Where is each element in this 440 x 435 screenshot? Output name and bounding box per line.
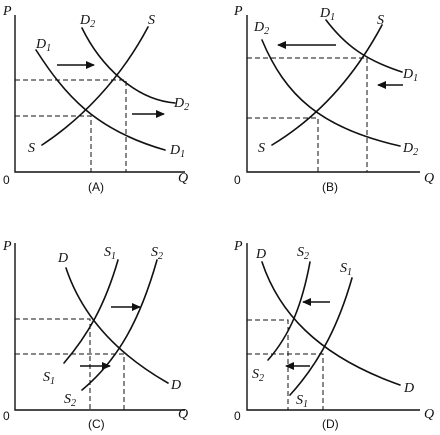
panel-d: P Q 0 (D) D S2 S1 S2 S1 D [233,239,434,431]
panel-a-demand-d2 [81,27,176,104]
panel-b-label-d1-end: D1 [402,67,418,84]
panel-a-label-d2: D2 [79,13,95,30]
panel-c-origin-label: 0 [3,409,10,423]
panel-c-label-d: D [57,251,68,266]
panel-b-guide-price-low [247,117,319,172]
panel-b-label-d2-end: D2 [402,141,418,158]
panel-c-guide-price-low [15,353,125,410]
panel-d-label-s1-bottom: S1 [296,393,308,410]
panel-d-guide-price-low [247,353,324,410]
panel-d-supply-s2 [267,261,311,361]
panel-b-demand-d2 [261,39,401,147]
panel-c-label-d-end: D [170,378,181,393]
panel-a: P Q 0 (A) D1 D2 S S D2 D1 [2,4,189,194]
panel-d-caption: (D) [322,417,339,431]
panel-a-price-axis-label: P [2,4,12,19]
panel-a-guide-price-1 [15,115,92,172]
panel-b: P Q 0 (B) D2 D1 S S D1 D2 [233,4,434,194]
panel-c-quantity-axis-label: Q [178,407,188,422]
panel-a-origin-label: 0 [3,173,10,187]
panel-a-label-d2-end: D2 [173,96,189,113]
panel-a-label-s-bottom: S [28,141,35,156]
panel-d-label-d: D [255,247,266,262]
panel-c-label-s2-bottom: S2 [64,392,76,409]
panel-b-demand-d1 [325,19,403,73]
panel-b-caption: (B) [322,180,338,194]
panel-c-axes [14,243,185,411]
panel-b-label-s-bottom: S [258,141,265,156]
panel-b-axes [246,15,420,173]
panel-d-label-s2-top: S2 [297,245,309,262]
panel-c-guide-price-high [15,318,91,410]
panel-d-label-d-end: D [403,381,414,396]
panel-a-guide-price-2 [15,79,127,172]
panel-b-label-d2: D2 [253,20,269,37]
panel-c-label-s1-top: S1 [104,245,116,262]
panel-d-quantity-axis-label: Q [424,407,434,422]
panel-b-supply-s [271,24,383,146]
panel-c-label-s2-top: S2 [151,245,163,262]
panel-b-origin-label: 0 [234,173,241,187]
panel-a-label-d1: D1 [35,37,51,54]
panel-d-demand-d [261,261,401,386]
panel-c-caption: (C) [88,417,105,431]
panel-b-label-d1: D1 [319,6,335,23]
panel-c-price-axis-label: P [2,239,12,254]
panel-c-demand-d [65,267,169,384]
panel-c-supply-s2 [81,259,158,391]
panel-a-label-d1-end: D1 [169,143,185,160]
panel-a-axes [14,15,185,173]
panel-d-supply-s1 [289,277,353,396]
panel-a-quantity-axis-label: Q [178,171,188,186]
panel-d-label-s2-bottom: S2 [252,367,264,384]
panel-a-caption: (A) [88,180,104,194]
panel-b-price-axis-label: P [233,4,243,19]
panel-d-guide-price-high [247,319,289,410]
panel-c-label-s1-bottom: S1 [43,370,55,387]
panel-b-label-s-top: S [377,13,384,28]
panel-d-price-axis-label: P [233,239,243,254]
panel-c-supply-s1 [63,259,119,364]
panel-c: P Q 0 (C) D S1 S2 S1 S2 D [2,239,188,431]
panel-b-quantity-axis-label: Q [424,171,434,186]
panel-d-origin-label: 0 [234,409,241,423]
panel-a-label-s-top: S [148,13,155,28]
panel-a-supply-s [41,26,149,146]
panel-d-axes [246,243,420,411]
panel-d-label-s1-top: S1 [340,261,352,278]
panel-b-guide-price-high [247,57,368,172]
